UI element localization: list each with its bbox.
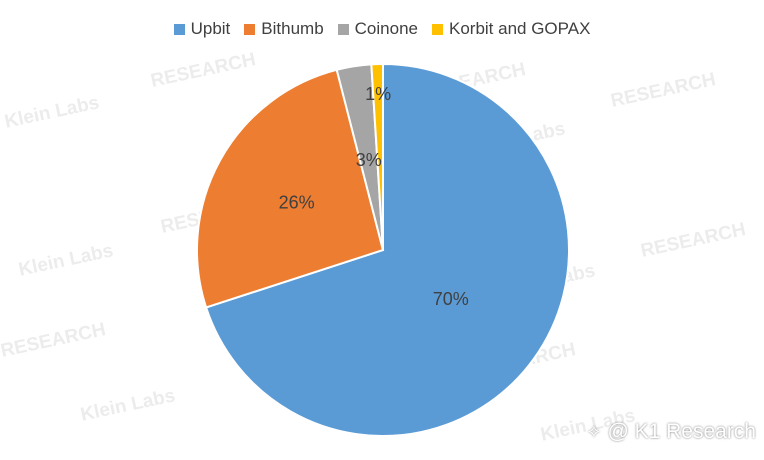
- legend-label: Korbit and GOPAX: [448, 19, 591, 38]
- legend-swatch: [431, 23, 443, 35]
- credit-text: @ K1 Research: [607, 420, 756, 443]
- data-label: 26%: [279, 193, 315, 213]
- legend-swatch: [337, 23, 349, 35]
- legend-label: Bithumb: [261, 19, 324, 38]
- data-label: 3%: [356, 150, 382, 170]
- legend-item-coinone: Coinone: [337, 19, 418, 39]
- source-credit: ✧ @ K1 Research: [586, 420, 756, 444]
- slice-upbit: [204, 62, 570, 437]
- legend-item-korbit-gopax: Korbit and GOPAX: [431, 19, 591, 39]
- data-label: 1%: [365, 84, 391, 104]
- legend-label: Coinone: [354, 19, 418, 38]
- share-icon: ✧: [586, 421, 602, 442]
- legend-label: Upbit: [190, 19, 231, 38]
- slice-bithumb: [196, 68, 385, 309]
- legend-swatch: [173, 23, 185, 35]
- legend-item-bithumb: Bithumb: [244, 19, 324, 39]
- chart-legend: Upbit Bithumb Coinone Korbit and GOPAX: [0, 19, 764, 39]
- legend-item-upbit: Upbit: [173, 19, 231, 39]
- legend-swatch: [244, 23, 256, 35]
- slice-korbit-gopax: [370, 62, 384, 251]
- data-label: 70%: [433, 289, 469, 309]
